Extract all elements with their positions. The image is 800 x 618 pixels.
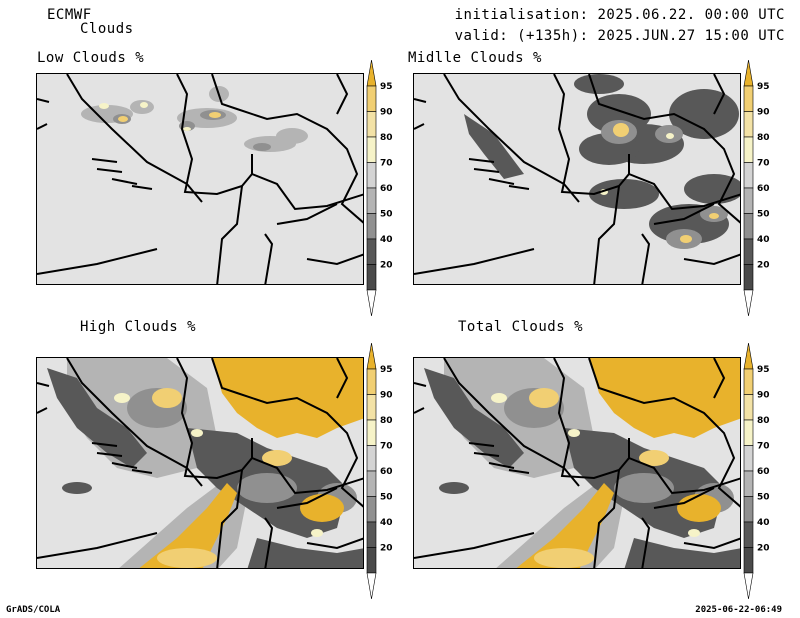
colorbar-segment (743, 547, 754, 574)
colorbar-level-label: 80 (380, 133, 393, 143)
colorbar-level-label: 50 (757, 210, 770, 220)
panel-title-mid: Midlle Clouds % (408, 50, 542, 66)
colorbar-level-label: 95 (380, 82, 393, 92)
colorbar-level-label: 95 (380, 365, 393, 375)
colorbar-segment (743, 213, 754, 240)
colorbar-level-label: 90 (757, 391, 770, 401)
colorbar-level-label: 80 (757, 133, 770, 143)
colorbar-level-label: 90 (380, 108, 393, 118)
colorbar-top-arrow (743, 59, 754, 87)
colorbar-level-label: 60 (757, 467, 770, 477)
colorbar-level-label: 20 (380, 544, 393, 554)
colorbar-segment (366, 136, 377, 163)
colorbar-bottom-arrow (743, 572, 754, 600)
map-total-clouds (413, 357, 741, 569)
map-total-svg (414, 358, 740, 568)
map-high-svg (37, 358, 363, 568)
colorbar-svg: 95 90 80 70 60 50 40 20 (743, 342, 770, 600)
map-low-svg (37, 74, 363, 284)
map-mid-clouds (413, 73, 741, 285)
colorbar-level-label: 95 (757, 365, 770, 375)
colorbar-svg: 95 90 80 70 60 50 40 20 (743, 59, 770, 317)
colorbar-level-label: 50 (757, 493, 770, 503)
colorbar-segment (743, 238, 754, 265)
colorbar-bottom-arrow (743, 289, 754, 317)
colorbar-svg: 95 90 80 70 60 50 40 20 (366, 342, 393, 600)
colorbar-segment (743, 187, 754, 214)
footer-timestamp: 2025-06-22-06:49 (695, 605, 782, 615)
colorbar-segment (366, 162, 377, 189)
colorbar-svg: 95 90 80 70 60 50 40 20 (366, 59, 393, 317)
panel-title-low: Low Clouds % (37, 50, 145, 66)
colorbar-level-label: 70 (757, 442, 770, 452)
colorbar-segment (366, 238, 377, 265)
colorbar-segment (366, 85, 377, 112)
footer-credit: GrADS/COLA (6, 605, 61, 615)
colorbar-level-label: 60 (380, 184, 393, 194)
colorbar-level-label: 40 (757, 235, 770, 245)
colorbar-segment (743, 496, 754, 523)
colorbar-segment (743, 136, 754, 163)
colorbar-level-label: 60 (380, 467, 393, 477)
colorbar-level-label: 60 (757, 184, 770, 194)
colorbar-segment (366, 264, 377, 291)
colorbar-level-label: 40 (380, 235, 393, 245)
colorbar-segment (366, 368, 377, 395)
colorbar-top-arrow (366, 59, 377, 87)
colorbar-segment (366, 187, 377, 214)
field-label: Clouds (80, 21, 134, 37)
colorbar-top-arrow (366, 342, 377, 370)
map-mid-svg (414, 74, 740, 284)
colorbar-segment (366, 470, 377, 497)
colorbar-level-label: 40 (380, 518, 393, 528)
colorbar-segment (743, 521, 754, 548)
colorbar-level-label: 70 (380, 159, 393, 169)
panel-title-total: Total Clouds % (458, 319, 584, 335)
colorbar-top-arrow (743, 342, 754, 370)
colorbar-level-label: 20 (380, 261, 393, 271)
map-low-clouds (36, 73, 364, 285)
colorbar-level-label: 90 (757, 108, 770, 118)
colorbar-bottom-arrow (366, 572, 377, 600)
colorbar-segment (366, 213, 377, 240)
colorbar-level-label: 70 (757, 159, 770, 169)
colorbar-level-label: 40 (757, 518, 770, 528)
colorbar-level-label: 50 (380, 210, 393, 220)
colorbar-segment (743, 85, 754, 112)
colorbar-segment (743, 470, 754, 497)
colorbar-level-label: 95 (757, 82, 770, 92)
colorbar-level-label: 50 (380, 493, 393, 503)
colorbar-segment (366, 445, 377, 472)
colorbar-level-label: 90 (380, 391, 393, 401)
colorbar-segment (743, 111, 754, 138)
colorbar-segment (743, 264, 754, 291)
colorbar-segment (366, 419, 377, 446)
colorbar-level-label: 80 (757, 416, 770, 426)
colorbar-level-label: 20 (757, 544, 770, 554)
colorbar-level-label: 20 (757, 261, 770, 271)
colorbar-level-label: 80 (380, 416, 393, 426)
map-high-clouds (36, 357, 364, 569)
panel-title-high: High Clouds % (80, 319, 197, 335)
colorbar-segment (743, 394, 754, 421)
colorbar-level-label: 70 (380, 442, 393, 452)
colorbar-bottom-arrow (366, 289, 377, 317)
colorbar-segment (366, 496, 377, 523)
init-time: initialisation: 2025.06.22. 00:00 UTC (454, 7, 785, 23)
colorbar-segment (743, 162, 754, 189)
colorbar-segment (366, 111, 377, 138)
colorbar-segment (366, 394, 377, 421)
colorbar-segment (743, 445, 754, 472)
valid-time: valid: (+135h): 2025.JUN.27 15:00 UTC (454, 28, 785, 44)
colorbar-segment (366, 521, 377, 548)
model-label: ECMWF (47, 7, 92, 23)
colorbar-segment (743, 419, 754, 446)
colorbar-segment (366, 547, 377, 574)
colorbar-segment (743, 368, 754, 395)
